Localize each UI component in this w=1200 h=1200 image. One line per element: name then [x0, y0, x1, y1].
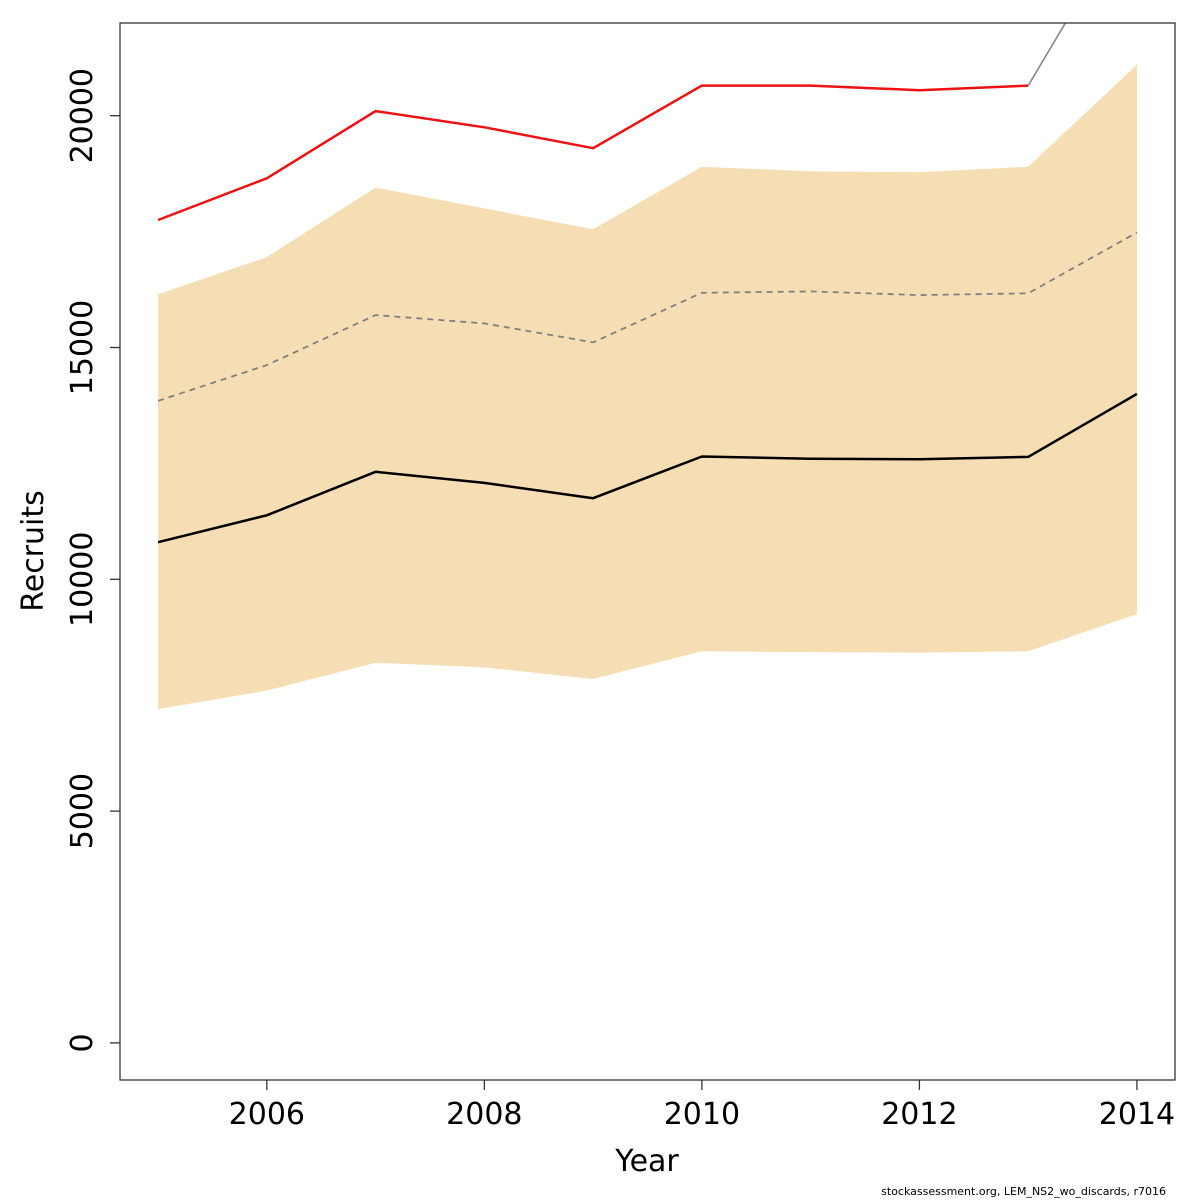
median-series-line [157, 392, 1138, 544]
x-tick-label: 2010 [664, 1097, 740, 1132]
grey-series-line [1027, 23, 1067, 86]
x-tick-label: 2012 [881, 1097, 957, 1132]
y-axis-title: Recruits [16, 490, 51, 612]
x-tick-label: 2006 [229, 1097, 305, 1132]
plot-area [157, 23, 1138, 710]
plot-frame [119, 22, 1176, 1081]
x-tick-label: 2008 [446, 1097, 522, 1132]
y-tick-label: 20000 [65, 68, 100, 163]
y-tick-label: 10000 [65, 532, 100, 627]
y-tick-label: 5000 [65, 773, 100, 849]
y-tick-label: 15000 [65, 300, 100, 395]
x-axis: 2006 2008 2010 2012 2014 [229, 1080, 1175, 1132]
x-tick-label: 2014 [1099, 1097, 1175, 1132]
confidence-band [158, 64, 1137, 710]
y-axis: 0 5000 10000 15000 20000 [65, 68, 120, 1052]
y-tick-label: 0 [65, 1033, 100, 1052]
x-axis-title: Year [614, 1144, 679, 1179]
credit-text: stockassessment.org, LEM_NS2_wo_discards… [881, 1185, 1166, 1198]
red-series-line [157, 84, 1029, 222]
